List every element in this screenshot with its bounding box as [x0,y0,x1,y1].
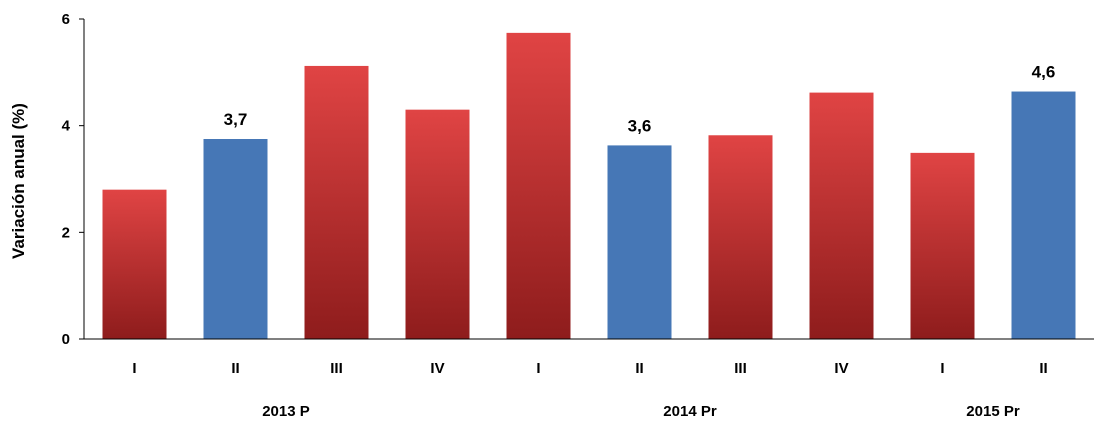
x-group-label: 2013 P [262,403,310,420]
y-tick-label: 2 [62,224,70,241]
x-tick-label: IV [430,360,444,377]
data-label: 3,7 [224,110,248,129]
x-group-label: 2015 Pr [966,403,1020,420]
y-tick-label: 0 [62,331,70,348]
bar [304,65,369,339]
y-axis-label: Variación anual (%) [9,103,28,259]
x-tick-label: III [734,360,747,377]
x-tick-label: II [231,360,239,377]
bar [102,189,167,339]
bar [809,92,874,339]
data-label: 4,6 [1032,63,1056,82]
x-tick-label: IV [834,360,848,377]
x-tick-label: III [330,360,343,377]
bar [607,145,672,339]
x-tick-label: I [536,360,540,377]
x-tick-label: II [1039,360,1047,377]
y-tick-label: 6 [62,11,70,28]
y-tick-label: 4 [62,118,71,135]
data-label: 3,6 [628,116,652,135]
bar [910,152,975,339]
x-tick-label: I [940,360,944,377]
bar [405,109,470,340]
bar [203,139,268,339]
bar [506,32,571,339]
x-tick-label: I [132,360,136,377]
bar [708,135,773,339]
bar [1011,91,1076,340]
x-tick-label: II [635,360,643,377]
x-group-label: 2014 Pr [663,403,717,420]
